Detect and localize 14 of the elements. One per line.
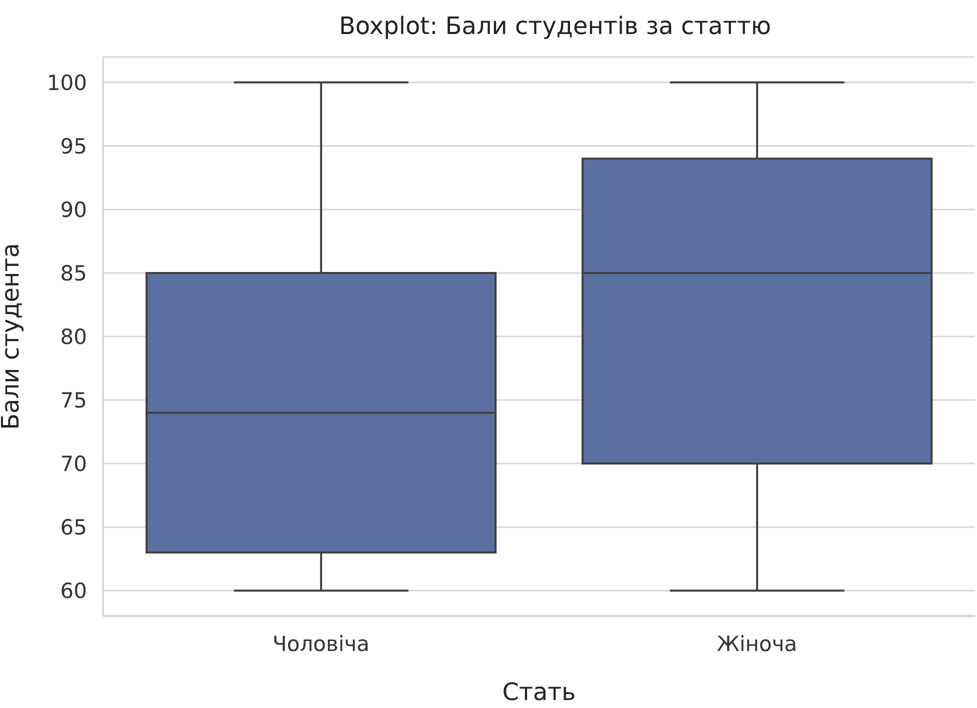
y-tick-label: 75 xyxy=(60,388,87,412)
y-tick-label: 70 xyxy=(60,452,87,476)
y-tick-label: 85 xyxy=(60,261,87,286)
chart-title: Boxplot: Бали студентів за статтю xyxy=(338,12,772,40)
y-tick-label: 95 xyxy=(60,134,87,158)
x-tick-label: Жіноча xyxy=(716,632,798,656)
y-tick-label: 90 xyxy=(60,198,87,222)
x-axis-title: Стать xyxy=(502,678,576,706)
y-axis-title: Бали студента xyxy=(0,243,25,430)
x-tick-label: Чоловіча xyxy=(272,632,370,656)
y-tick-label: 100 xyxy=(46,70,87,95)
y-tick-label: 65 xyxy=(60,516,87,540)
y-tick-label: 60 xyxy=(60,579,87,604)
y-tick-label: 80 xyxy=(60,324,87,349)
